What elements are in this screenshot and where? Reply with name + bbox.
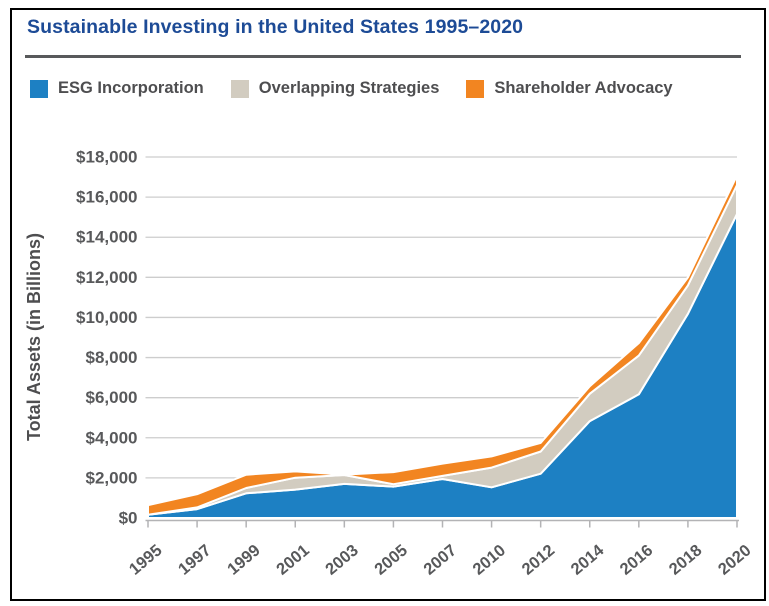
svg-text:2003: 2003 <box>322 541 362 578</box>
svg-text:$0: $0 <box>119 509 138 528</box>
legend-item-shareholder-advocacy: Shareholder Advocacy <box>466 79 673 98</box>
svg-text:2012: 2012 <box>519 541 559 578</box>
svg-text:1999: 1999 <box>224 541 264 578</box>
svg-text:$6,000: $6,000 <box>86 388 138 407</box>
area-series <box>147 174 738 519</box>
svg-text:2001: 2001 <box>273 541 313 578</box>
svg-text:1997: 1997 <box>175 541 215 578</box>
svg-text:Total Assets (in Billions): Total Assets (in Billions) <box>24 233 44 441</box>
svg-text:$2,000: $2,000 <box>86 468 138 487</box>
x-axis-tick-labels: 1995 1997 1999 2001 2003 2005 2007 2010 2012 2014… <box>126 541 755 579</box>
svg-text:$4,000: $4,000 <box>86 428 138 447</box>
chart-legend: ESG Incorporation Overlapping Strategies… <box>30 79 673 98</box>
y-axis-tick-labels: $0 $2,000 $4,000 $6,000 $8,000 $10,000 $12,000… <box>76 148 137 528</box>
legend-label-overlapping-strategies: Overlapping Strategies <box>258 79 440 97</box>
page-title: Sustainable Investing in the United Stat… <box>27 16 524 38</box>
svg-text:$12,000: $12,000 <box>76 268 137 287</box>
legend-item-overlapping-strategies: Overlapping Strategies <box>230 79 440 98</box>
legend-label-shareholder-advocacy: Shareholder Advocacy <box>494 79 673 97</box>
svg-text:2020: 2020 <box>715 541 755 578</box>
legend-label-esg-incorporation: ESG Incorporation <box>58 79 204 97</box>
svg-text:2014: 2014 <box>568 541 608 579</box>
shareholder-advocacy-swatch-icon <box>466 79 485 98</box>
svg-text:2007: 2007 <box>420 541 460 578</box>
overlapping-strategies-swatch-icon <box>230 79 249 98</box>
area-shareholder-advocacy <box>147 174 738 516</box>
svg-text:2016: 2016 <box>617 541 657 578</box>
x-axis <box>145 519 739 528</box>
svg-text:1995: 1995 <box>126 541 166 578</box>
svg-text:$18,000: $18,000 <box>76 148 137 167</box>
svg-text:$16,000: $16,000 <box>76 188 137 207</box>
svg-text:$8,000: $8,000 <box>86 348 138 367</box>
title-divider <box>25 55 741 58</box>
svg-text:2018: 2018 <box>666 541 706 578</box>
svg-text:$10,000: $10,000 <box>76 308 137 327</box>
esg-incorporation-swatch-icon <box>30 79 48 98</box>
svg-text:2010: 2010 <box>469 541 509 578</box>
y-axis-title: Total Assets (in Billions) <box>24 233 44 441</box>
svg-text:2005: 2005 <box>371 541 411 578</box>
legend-item-esg-incorporation: ESG Incorporation <box>30 79 204 98</box>
svg-text:$14,000: $14,000 <box>76 228 137 247</box>
